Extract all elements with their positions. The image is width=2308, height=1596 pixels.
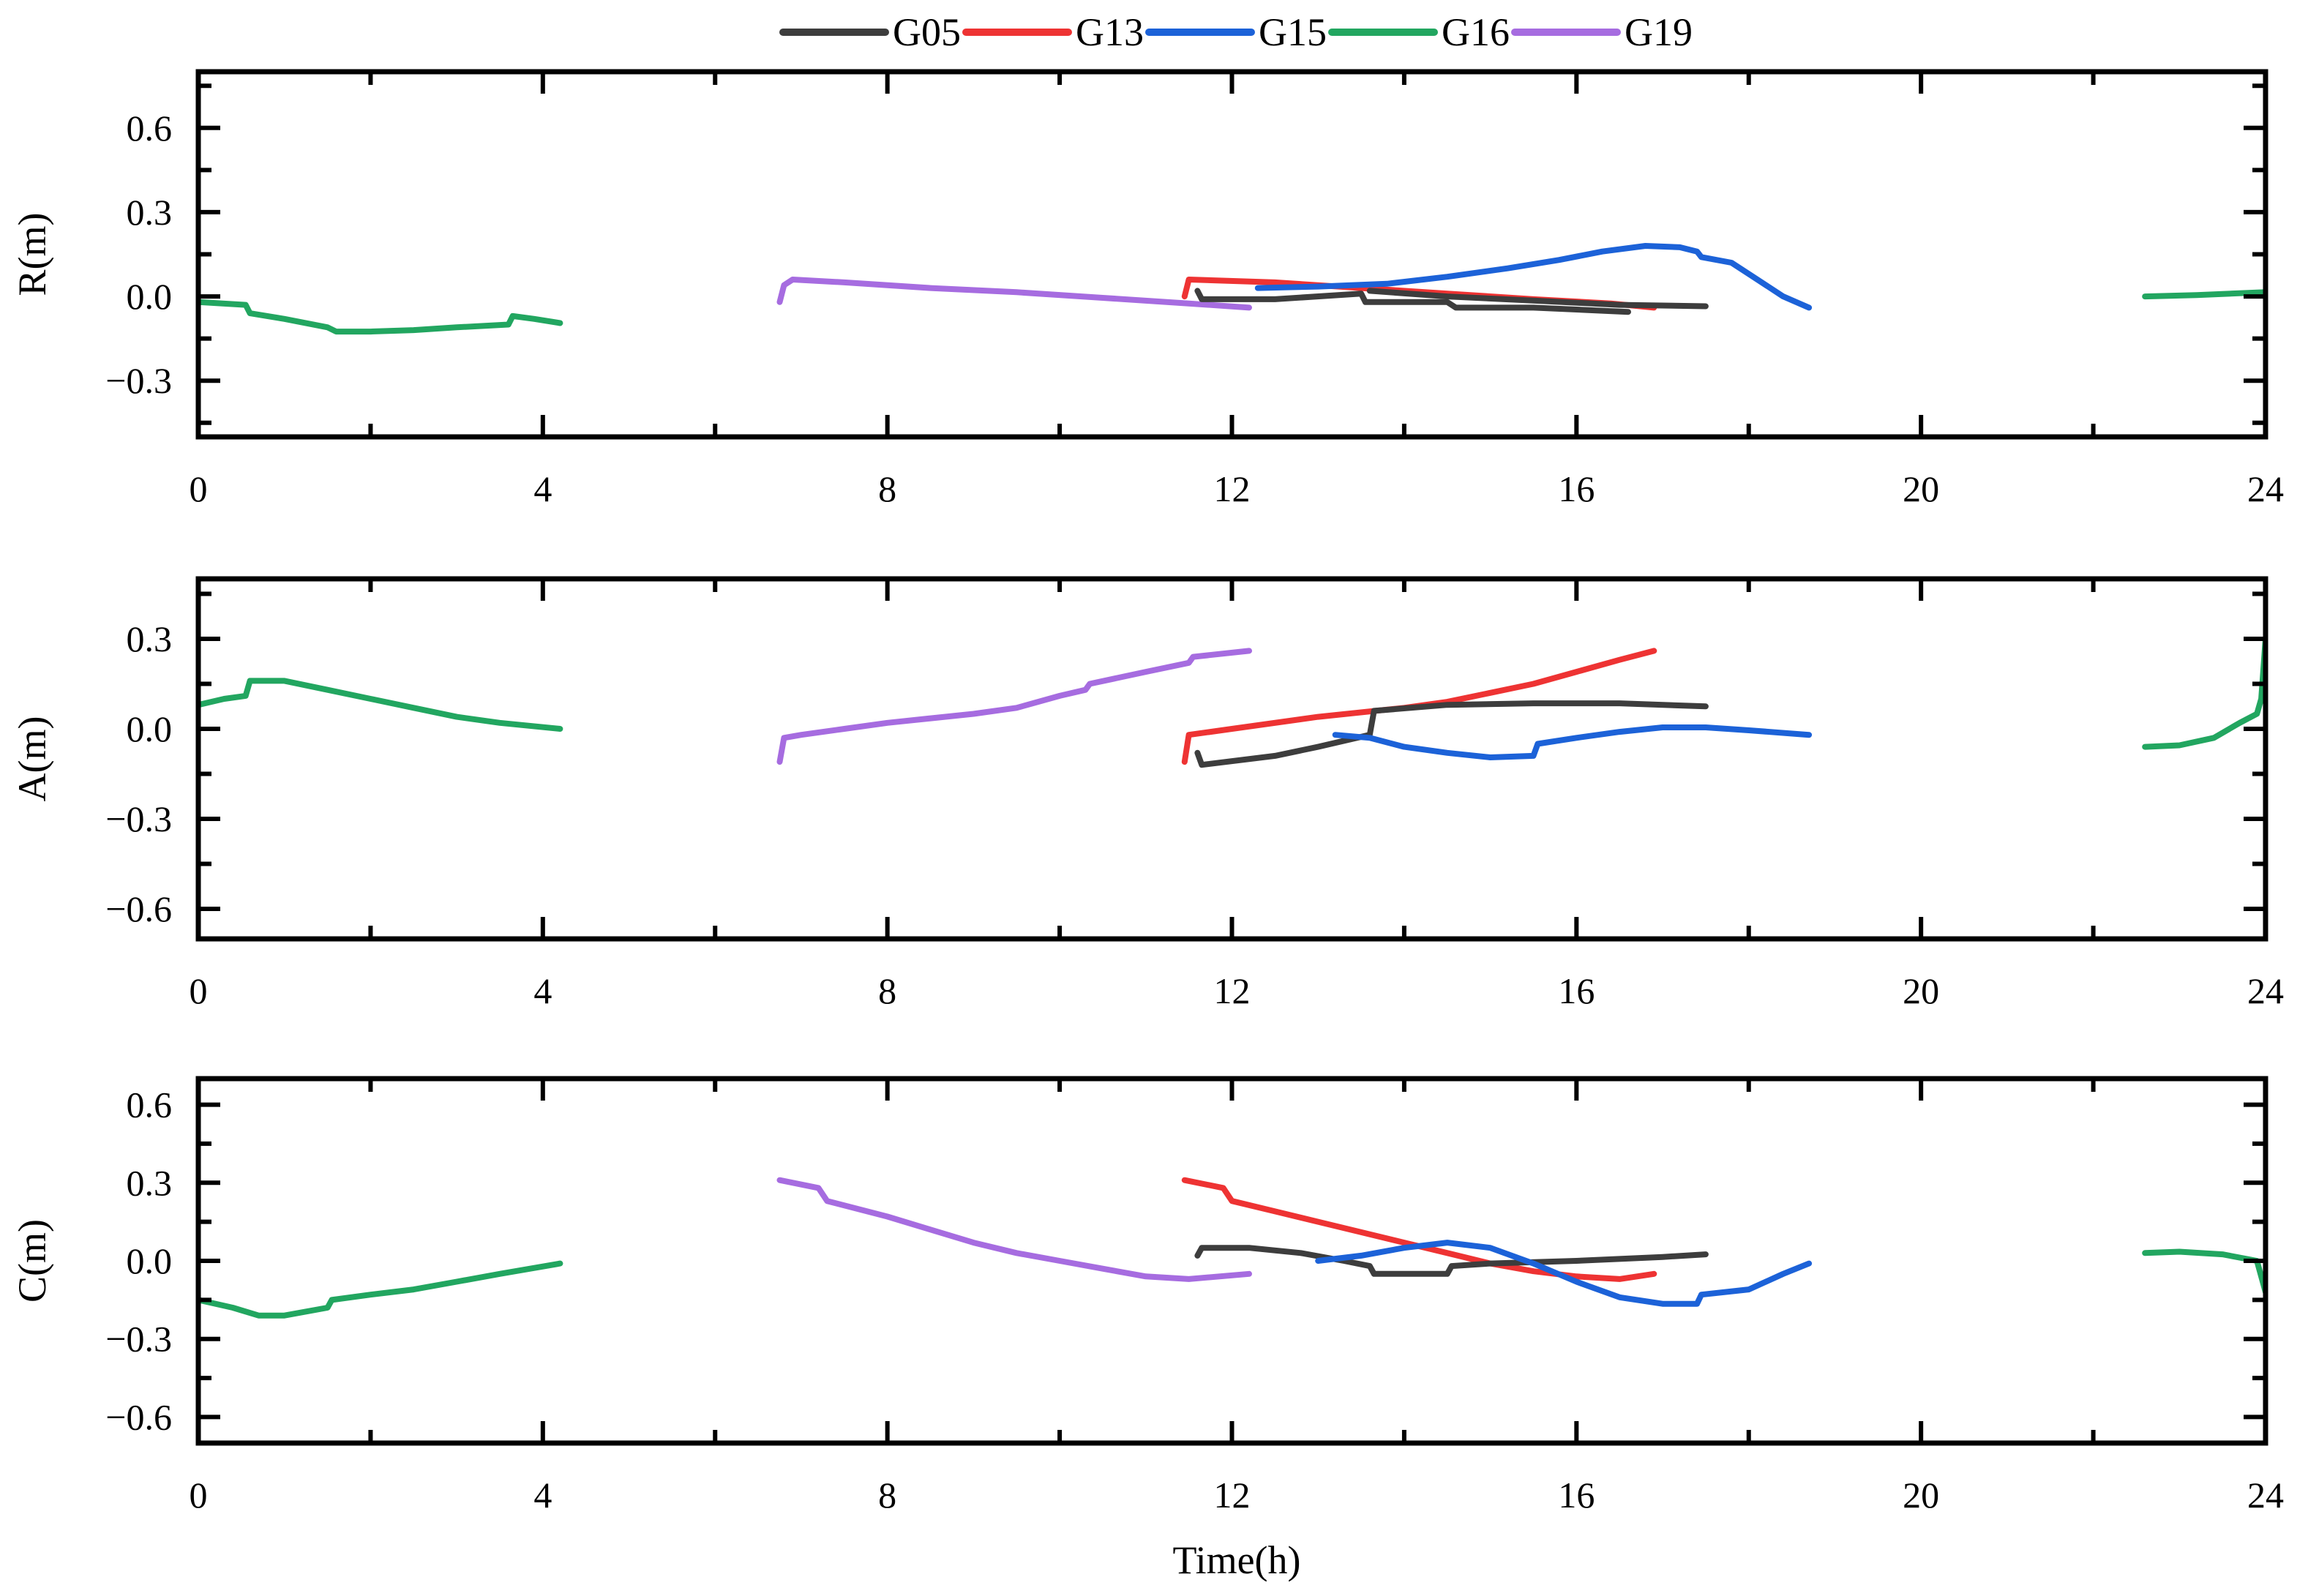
- series-group-c: [198, 1177, 2266, 1319]
- y-tick-label: −0.6: [105, 888, 172, 929]
- series-line-g05-1: [1194, 1245, 1709, 1277]
- series-line-g19-1: [776, 648, 1252, 765]
- x-tick-label: 4: [533, 970, 552, 1011]
- y-tick-label: 0.6: [127, 108, 173, 149]
- series-line-g15-1: [1332, 724, 1813, 760]
- legend-label-g15: G15: [1259, 10, 1327, 54]
- x-tick-label: 16: [1558, 970, 1595, 1011]
- y-tick-label: −0.6: [105, 1396, 172, 1437]
- series-line-g05-1: [1194, 700, 1709, 768]
- legend-label-g16: G16: [1442, 10, 1510, 54]
- x-axis-label: Time(h): [1172, 1538, 1300, 1582]
- legend-label-g13: G13: [1076, 10, 1144, 54]
- y-tick-label: 0.3: [127, 192, 173, 233]
- legend-label-g05: G05: [893, 10, 961, 54]
- y-tick-label: −0.3: [105, 1319, 172, 1360]
- x-tick-label: 24: [2247, 1475, 2284, 1516]
- x-tick-label: 4: [533, 468, 552, 509]
- plot-frame-c: [195, 1076, 2268, 1446]
- series-line-g16-2: [2142, 1248, 2266, 1295]
- y-tick-label: 0.0: [127, 276, 173, 317]
- x-tick-label: 20: [1903, 970, 1939, 1011]
- x-tick-label: 20: [1903, 1475, 1939, 1516]
- y-tick-label: 0.3: [127, 1162, 173, 1203]
- x-tick-label: 24: [2247, 970, 2284, 1011]
- x-tick-label: 20: [1903, 468, 1939, 509]
- x-tick-label: 4: [533, 1475, 552, 1516]
- y-tick-label: 0.3: [127, 618, 173, 659]
- x-tick-label: 12: [1214, 1475, 1251, 1516]
- x-tick-label: 0: [190, 1475, 208, 1516]
- x-tick-label: 12: [1214, 970, 1251, 1011]
- series-group-a: [198, 636, 2266, 768]
- legend: G05 G13 G15 G16 G19: [779, 10, 1693, 54]
- series-group-r: [198, 243, 2266, 335]
- panel-r: 0 4 8 12 16 20 24 0.6 0.3 0.0 −0.3 R(m): [10, 69, 2284, 509]
- series-line-g05-1: [1194, 288, 1631, 315]
- series-line-g13-1: [1181, 648, 1657, 765]
- series-line-g19-1: [776, 277, 1252, 311]
- series-line-g16-1: [198, 299, 563, 335]
- y-tick-label: 0.0: [127, 708, 173, 749]
- y-tick-label: 0.0: [127, 1240, 173, 1281]
- series-line-g16-2: [2142, 289, 2266, 300]
- legend-label-g19: G19: [1625, 10, 1693, 54]
- series-line-g15-1: [1254, 243, 1813, 311]
- series-line-g16-1: [198, 1260, 563, 1319]
- y-axis-label-r: R(m): [10, 213, 54, 296]
- series-line-g16-2: [2142, 636, 2266, 750]
- x-tick-label: 0: [190, 970, 208, 1011]
- x-tick-label: 0: [190, 468, 208, 509]
- x-tick-label: 8: [878, 970, 896, 1011]
- x-tick-label: 24: [2247, 468, 2284, 509]
- series-line-g19-1: [776, 1177, 1252, 1282]
- y-tick-label: −0.3: [105, 360, 172, 401]
- series-line-g16-1: [198, 678, 563, 732]
- x-tick-label: 8: [878, 1475, 896, 1516]
- y-axis-label-c: C(m): [10, 1219, 54, 1303]
- series-line-g13-1: [1181, 1177, 1657, 1282]
- plot-frame-r: [195, 69, 2268, 440]
- series-line-g15-1: [1315, 1240, 1813, 1307]
- panel-c: 0 4 8 12 16 20 24 0.6 0.3 0.0 −0.3 −0.6 C(m): [10, 1076, 2284, 1516]
- series-line-g05-2: [1366, 288, 1709, 310]
- y-axis-label-a: A(m): [10, 716, 54, 802]
- panel-a: 0 4 8 12 16 20 24 0.3 0.0 −0.3 −0.6 A(m): [10, 576, 2284, 1011]
- y-tick-label: 0.6: [127, 1084, 173, 1125]
- x-tick-label: 16: [1558, 468, 1595, 509]
- y-tick-label: −0.3: [105, 798, 172, 839]
- chart-panels: 0 4 8 12 16 20 240.60.30.0−0.3R(m)0 4 8 12 16 20 240…: [10, 69, 2284, 1516]
- x-tick-label: 12: [1214, 468, 1251, 509]
- x-tick-label: 16: [1558, 1475, 1595, 1516]
- x-tick-label: 8: [878, 468, 896, 509]
